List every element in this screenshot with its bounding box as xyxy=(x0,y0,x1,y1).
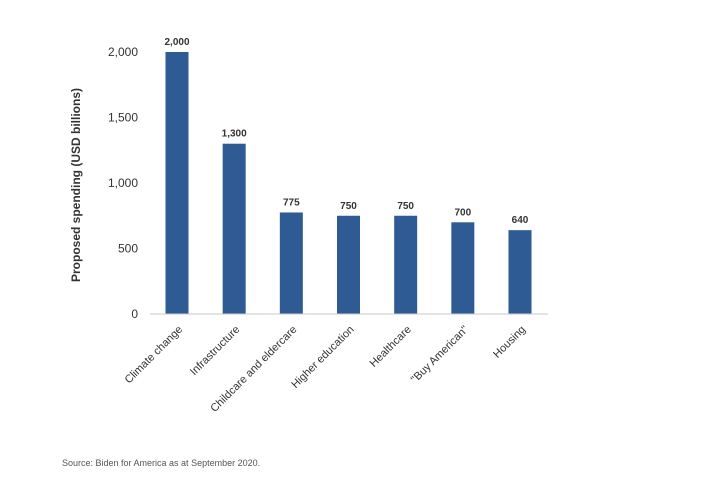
bar xyxy=(508,230,532,314)
y-tick-label: 2,000 xyxy=(108,45,138,59)
y-tick-label: 0 xyxy=(131,307,138,321)
data-label: 2,000 xyxy=(164,37,189,48)
y-axis: 0 500 1,000 1,500 2,000 xyxy=(108,45,138,321)
category-label: Healthcare xyxy=(368,324,414,370)
y-tick-label: 1,500 xyxy=(108,111,138,125)
data-label: 1,300 xyxy=(222,129,247,140)
bar xyxy=(394,215,418,314)
bar xyxy=(279,212,303,314)
bars: 2,000 1,300 775 750 750 700 640 xyxy=(164,37,532,314)
data-label: 750 xyxy=(340,201,357,212)
category-label: "Buy American" xyxy=(409,324,471,386)
data-label: 750 xyxy=(397,201,414,212)
data-label: 640 xyxy=(512,215,529,226)
y-tick-label: 500 xyxy=(118,242,138,256)
source-note: Source: Biden for America as at Septembe… xyxy=(62,458,261,468)
y-axis-title: Proposed spending (USD billions) xyxy=(69,88,83,282)
data-label: 700 xyxy=(454,207,471,218)
bar xyxy=(451,222,475,314)
category-label: Housing xyxy=(491,324,528,361)
category-label: Higher education xyxy=(289,324,356,391)
category-label: Climate change xyxy=(123,324,186,387)
bar xyxy=(165,52,189,314)
y-tick-label: 1,000 xyxy=(108,176,138,190)
bar xyxy=(222,143,246,314)
data-label: 775 xyxy=(283,197,300,208)
category-label: Infrastructure xyxy=(188,324,242,378)
bar xyxy=(337,215,360,314)
